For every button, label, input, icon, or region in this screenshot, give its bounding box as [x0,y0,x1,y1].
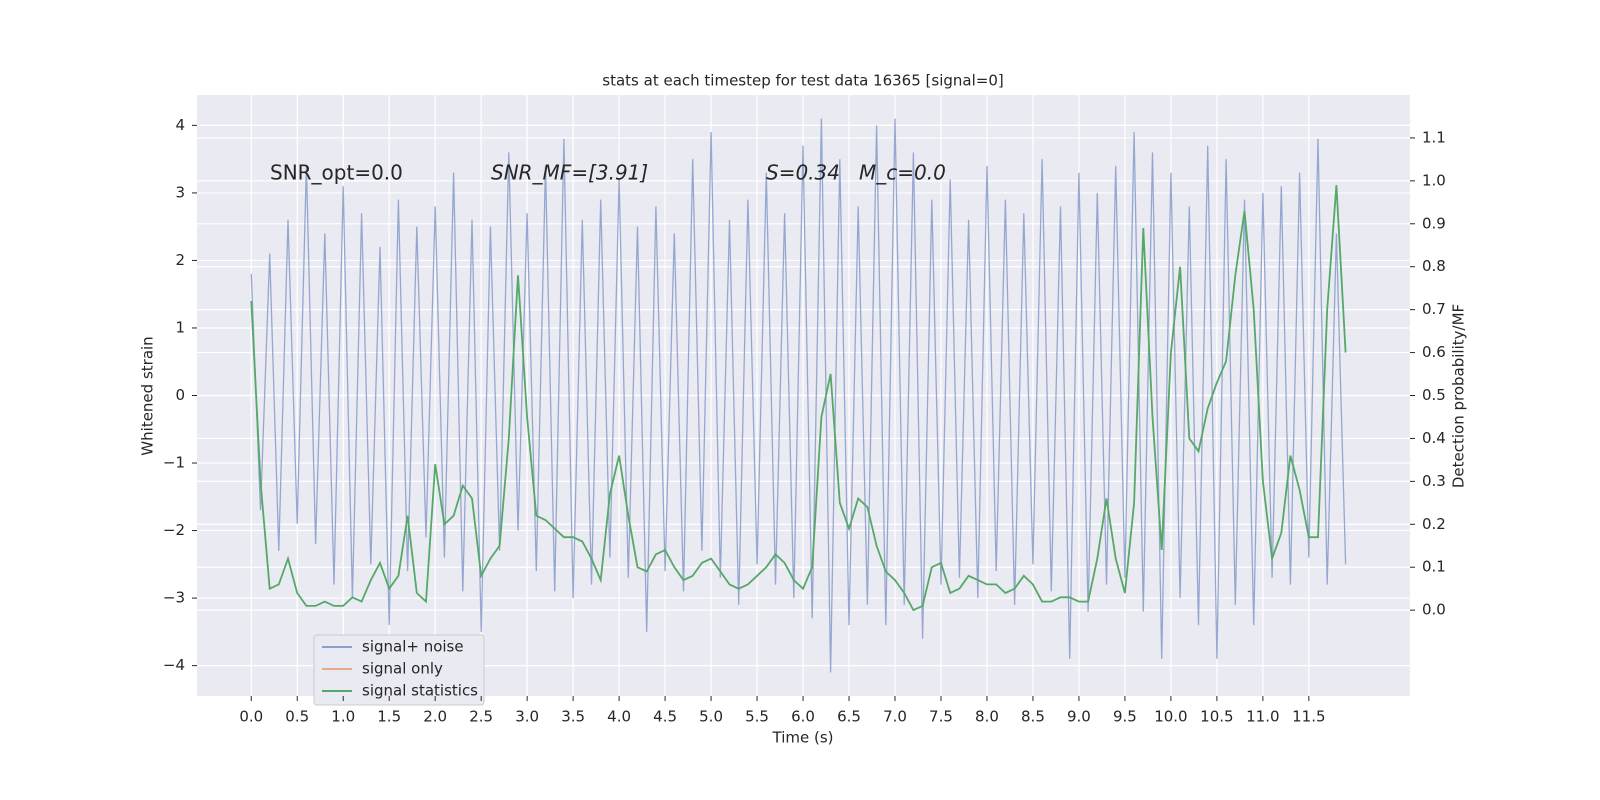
y2-tick-label: 0.7 [1422,300,1446,318]
annotation: M_c=0.0 [859,161,946,185]
y2-tick-label: 1.1 [1422,128,1446,146]
x-tick-label: 3.0 [515,708,539,726]
chart-title: stats at each timestep for test data 163… [602,72,1003,90]
y-tick-label: −2 [163,521,185,539]
y-tick-label: 2 [175,251,185,269]
x-axis-label: Time (s) [772,729,834,747]
y2-tick-label: 0.1 [1422,558,1446,576]
y2-tick-label: 0.5 [1422,386,1446,404]
x-tick-label: 3.5 [561,708,585,726]
y-tick-label: −4 [163,656,185,674]
x-tick-label: 11.5 [1292,708,1325,726]
x-tick-label: 5.0 [699,708,723,726]
legend: signal+ noise signal only signal statistic… [313,634,485,706]
series-line [250,185,1347,612]
x-tick-label: 7.5 [929,708,953,726]
x-tick-label: 8.0 [975,708,999,726]
x-tick-label: 10.0 [1154,708,1187,726]
x-tick-label: 5.5 [745,708,769,726]
y-axis-label: Whitened strain [139,336,157,455]
y2-tick-label: 0.0 [1422,601,1446,619]
x-tick-label: 2.5 [469,708,493,726]
x-tick-label: 0.5 [285,708,309,726]
x-tick-label: 10.5 [1200,708,1233,726]
annotation: SNR_opt=0.0 [270,161,403,185]
x-tick-label: 9.0 [1067,708,1091,726]
annotation: SNR_MF=[3.91] [491,161,648,185]
y2-tick-label: 0.9 [1422,214,1446,232]
x-tick-label: 2.0 [423,708,447,726]
x-tick-label: 1.0 [331,708,355,726]
x-tick-label: 11.0 [1246,708,1279,726]
y-tick-label: 1 [175,318,185,336]
y2-tick-label: 0.2 [1422,515,1446,533]
x-tick-label: 9.5 [1113,708,1137,726]
y2-axis-label: Detection probability/MF [1450,304,1468,488]
y2-tick-label: 0.6 [1422,343,1446,361]
series-line [250,118,1347,673]
y2-tick-label: 0.4 [1422,429,1446,447]
x-tick-label: 7.0 [883,708,907,726]
legend-label: signal+ noise [362,638,464,656]
x-tick-label: 6.0 [791,708,815,726]
y-tick-label: 3 [175,183,185,201]
y-tick-label: −1 [163,454,185,472]
legend-label: signal statistics [362,682,478,700]
y-tick-label: 4 [175,116,185,134]
x-tick-label: 6.5 [837,708,861,726]
legend-label: signal only [362,660,443,678]
y2-tick-label: 1.0 [1422,171,1446,189]
legend-box [313,634,485,706]
x-tick-label: 4.0 [607,708,631,726]
x-tick-label: 4.5 [653,708,677,726]
annotation: S=0.34 [766,161,840,185]
y-tick-label: −3 [163,589,185,607]
y-tick-label: 0 [175,386,185,404]
y2-tick-label: 0.3 [1422,472,1446,490]
y2-tick-label: 0.8 [1422,257,1446,275]
x-tick-label: 8.5 [1021,708,1045,726]
x-tick-label: 1.5 [377,708,401,726]
x-tick-label: 0.0 [239,708,263,726]
